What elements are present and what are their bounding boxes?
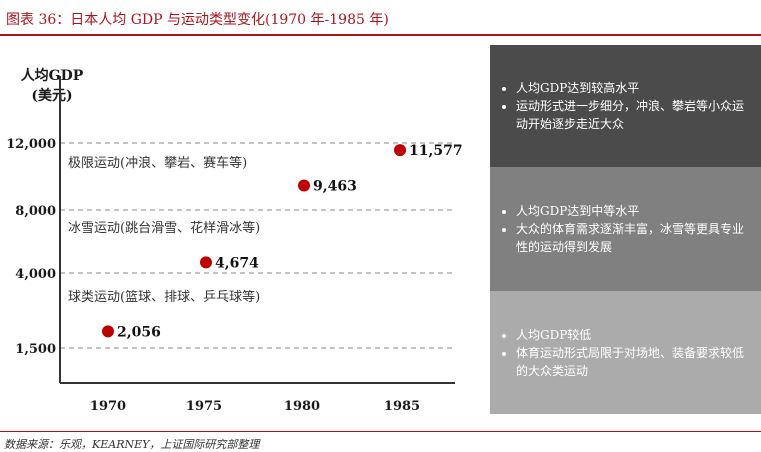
y-tick-label: 1,500 [15, 342, 56, 357]
data-label: 2,056 [117, 324, 161, 340]
panel-high-gdp: 人均GDP达到较高水平 运动形式进一步细分，冲浪、攀岩等小众运动开始逐步走近大众 [490, 45, 761, 167]
x-tick-label: 1975 [186, 399, 222, 414]
panel-item: 人均GDP较低 [516, 326, 751, 344]
x-tick-label: 1985 [384, 399, 420, 414]
x-tick-label: 1980 [284, 399, 320, 414]
band-label: 冰雪运动(跳台滑雪、花样滑冰等) [68, 220, 260, 236]
footer-rule [0, 431, 761, 432]
panel-item: 运动形式进一步细分，冲浪、攀岩等小众运动开始逐步走近大众 [516, 97, 751, 133]
data-point [102, 325, 114, 338]
y-axis-title: 人均GDP [21, 67, 84, 84]
band-label: 极限运动(冲浪、攀岩、赛车等) [68, 155, 247, 171]
source-note: 数据来源：乐观，KEARNEY，上证国际研究部整理 [4, 438, 260, 451]
data-point [394, 144, 407, 157]
x-tick-label: 1970 [90, 399, 126, 414]
y-tick-label: 4,000 [15, 267, 56, 282]
y-tick-label: 8,000 [15, 204, 56, 219]
data-point [298, 179, 310, 192]
band-label: 球类运动(篮球、排球、乒乓球等) [68, 289, 260, 305]
panel-low-gdp: 人均GDP较低 体育运动形式局限于对场地、装备要求较低的大众类运动 [490, 291, 761, 414]
panel-mid-gdp: 人均GDP达到中等水平 大众的体育需求逐渐丰富，冰雪等更具专业性的运动得到发展 [490, 167, 761, 291]
data-label: 11,577 [409, 143, 463, 159]
title-rule [0, 34, 761, 36]
figure-title: 图表 36：日本人均 GDP 与运动类型变化(1970 年-1985 年) [6, 12, 389, 28]
y-tick-label: 12,000 [6, 137, 56, 152]
y-axis-unit: (美元) [31, 87, 72, 104]
panel-item: 人均GDP达到中等水平 [516, 202, 751, 220]
panel-item: 体育运动形式局限于对场地、装备要求较低的大众类运动 [516, 344, 751, 380]
scatter-chart: 人均GDP (美元) 1,500 4,000 8,000 12,000 1970 1975 19… [6, 67, 463, 414]
data-point [200, 256, 212, 269]
panel-item: 大众的体育需求逐渐丰富，冰雪等更具专业性的运动得到发展 [516, 220, 751, 256]
data-label: 4,674 [215, 255, 259, 271]
data-label: 9,463 [313, 178, 357, 194]
panel-item: 人均GDP达到较高水平 [516, 79, 751, 97]
